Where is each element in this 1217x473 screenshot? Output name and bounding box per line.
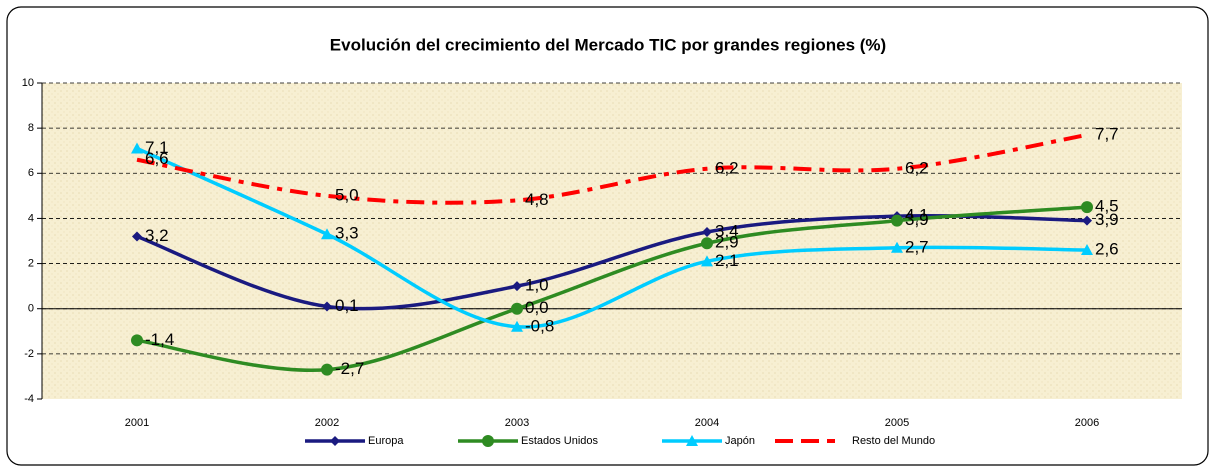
x-tick-label: 2002 — [315, 417, 339, 429]
data-label: 1,0 — [525, 276, 549, 295]
plot-area — [42, 83, 1182, 399]
data-label: 6,2 — [715, 158, 739, 177]
data-label: 3,4 — [715, 221, 739, 240]
marker — [686, 435, 698, 446]
data-label: 2,9 — [715, 233, 739, 252]
y-tick-label: 6 — [28, 167, 34, 179]
legend-label: Resto del Mundo — [852, 435, 935, 447]
y-tick-label: 0 — [28, 303, 34, 315]
data-label: 3,2 — [145, 226, 169, 245]
data-label: 4,5 — [1095, 197, 1119, 216]
marker — [701, 237, 713, 250]
data-label: 7,7 — [1095, 124, 1119, 143]
marker — [322, 301, 332, 312]
data-label: 2,6 — [1095, 240, 1119, 259]
data-label: 7,1 — [145, 138, 169, 157]
marker — [701, 255, 713, 267]
x-tick-label: 2006 — [1075, 417, 1099, 429]
marker — [1082, 215, 1092, 226]
marker — [891, 214, 903, 227]
x-tick-label: 2003 — [505, 417, 529, 429]
data-label: 3,3 — [335, 224, 359, 243]
marker — [511, 320, 523, 332]
marker — [330, 436, 340, 446]
series-line — [136, 132, 1088, 205]
marker — [1081, 244, 1093, 256]
marker — [131, 334, 143, 347]
x-tick-label: 2001 — [125, 417, 149, 429]
marker — [891, 241, 903, 253]
x-tick-label: 2005 — [885, 417, 909, 429]
y-tick-label: -2 — [24, 348, 34, 360]
marker — [702, 226, 712, 237]
x-tick-label: 2004 — [695, 417, 719, 429]
series-line — [136, 214, 1088, 311]
series-line — [136, 146, 1088, 329]
legend-label: Japón — [725, 435, 755, 447]
y-tick-label: 10 — [22, 77, 34, 89]
data-label: 3,9 — [1095, 210, 1119, 229]
data-label: 0,0 — [525, 298, 549, 317]
data-label: 6,6 — [145, 149, 169, 168]
marker — [132, 231, 142, 242]
marker — [321, 228, 333, 240]
legend-label: Estados Unidos — [521, 435, 599, 447]
series-line — [136, 205, 1088, 373]
marker — [512, 281, 522, 292]
data-label: 4,8 — [525, 190, 549, 209]
data-label: -1,4 — [145, 330, 174, 349]
y-tick-label: 8 — [28, 122, 34, 134]
legend-label: Europa — [368, 435, 404, 447]
data-label: 0,1 — [335, 296, 359, 315]
data-label: 5,0 — [335, 185, 359, 204]
data-label: 2,1 — [715, 251, 739, 270]
data-label: 6,2 — [905, 158, 929, 177]
chart-title: Evolución del crecimiento del Mercado TI… — [330, 35, 886, 54]
marker — [131, 142, 143, 154]
y-tick-label: 2 — [28, 257, 34, 269]
marker — [511, 302, 523, 315]
y-tick-label: 4 — [28, 212, 34, 224]
data-label: -0,8 — [525, 316, 554, 335]
marker — [482, 435, 494, 447]
marker — [321, 363, 333, 376]
data-label: 2,7 — [905, 237, 929, 256]
data-label: 3,9 — [905, 210, 929, 229]
marker — [1081, 201, 1093, 214]
y-tick-label: -4 — [24, 393, 34, 405]
data-label: -2,7 — [335, 359, 364, 378]
